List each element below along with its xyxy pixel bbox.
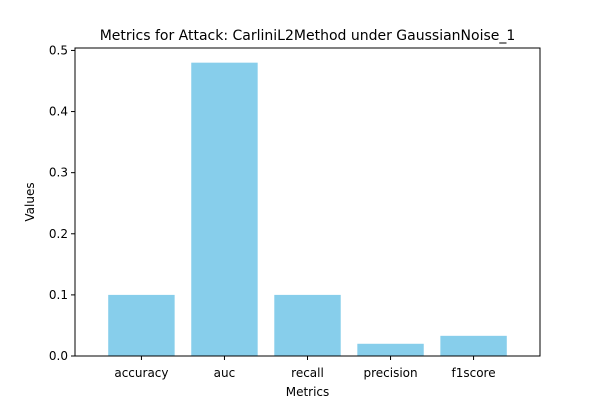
bar-auc [191, 62, 258, 357]
y-tick-label-1: 0.1 [49, 288, 68, 302]
plot-frame [74, 47, 541, 357]
x-axis-label: Metrics [286, 385, 330, 399]
y-tick-label-4: 0.4 [49, 105, 68, 119]
x-tick-label-precision: precision [363, 366, 417, 380]
chart-title: Metrics for Attack: CarliniL2Method unde… [100, 28, 516, 44]
bar-accuracy [108, 294, 175, 356]
x-tick-label-accuracy: accuracy [114, 366, 168, 380]
y-tick-label-5: 0.5 [49, 43, 68, 57]
y-axis-label: Values [23, 182, 37, 221]
y-tick-label-2: 0.2 [49, 227, 68, 241]
x-tick-label-auc: auc [214, 366, 236, 380]
bar-recall [274, 294, 341, 356]
bar-f1score [440, 335, 507, 356]
x-tick-label-recall: recall [291, 366, 324, 380]
bars-layer [108, 62, 507, 357]
x-axis: accuracy auc recall precision f1score [114, 356, 496, 380]
bar-precision [357, 343, 424, 356]
y-tick-label-0: 0.0 [49, 349, 68, 363]
y-axis: 0.0 0.1 0.2 0.3 0.4 0.5 [49, 43, 75, 363]
y-tick-label-3: 0.3 [49, 166, 68, 180]
x-tick-label-f1score: f1score [452, 366, 496, 380]
